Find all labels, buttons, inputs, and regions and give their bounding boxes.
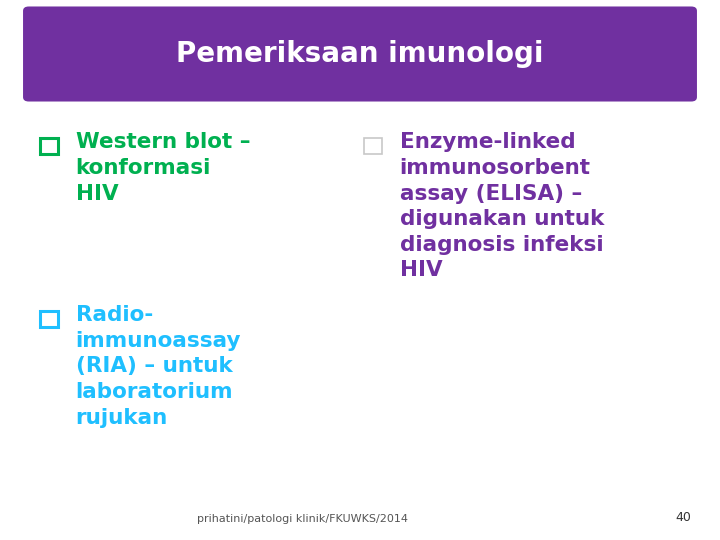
Bar bbox=[40, 138, 58, 154]
Text: Enzyme-linked
immunosorbent
assay (ELISA) –
digunakan untuk
diagnosis infeksi
HI: Enzyme-linked immunosorbent assay (ELISA… bbox=[400, 132, 604, 280]
Text: Radio-
immunoassay
(RIA) – untuk
laboratorium
rujukan: Radio- immunoassay (RIA) – untuk laborat… bbox=[76, 305, 241, 428]
Bar bbox=[364, 138, 382, 154]
Text: Western blot –
konformasi
HIV: Western blot – konformasi HIV bbox=[76, 132, 250, 204]
FancyBboxPatch shape bbox=[23, 6, 697, 102]
Text: prihatini/patologi klinik/FKUWKS/2014: prihatini/patologi klinik/FKUWKS/2014 bbox=[197, 514, 408, 524]
Text: Pemeriksaan imunologi: Pemeriksaan imunologi bbox=[176, 40, 544, 68]
Text: 40: 40 bbox=[675, 511, 691, 524]
Bar bbox=[40, 310, 58, 327]
